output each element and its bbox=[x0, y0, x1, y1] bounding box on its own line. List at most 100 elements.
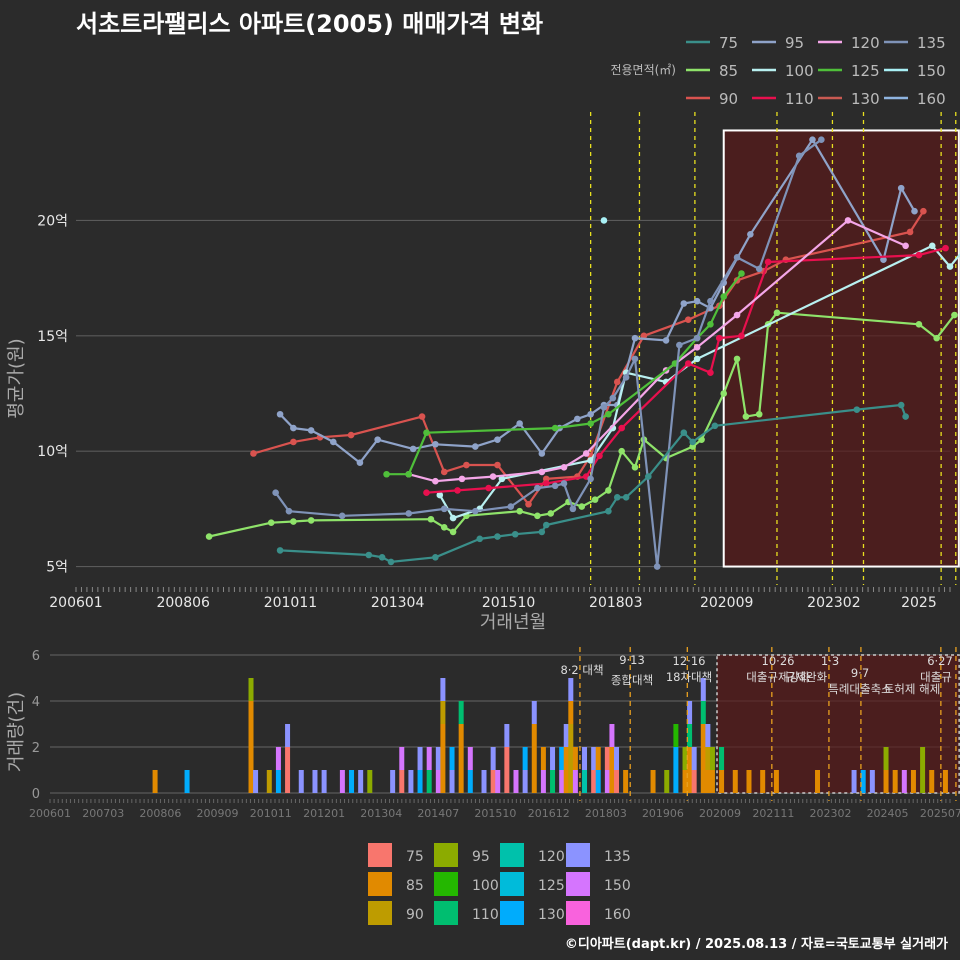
data-point-95 bbox=[494, 436, 501, 443]
data-point-85 bbox=[733, 355, 741, 363]
data-point-135 bbox=[440, 505, 448, 513]
data-point-90 bbox=[440, 468, 448, 476]
volume-bar-135 bbox=[285, 724, 291, 747]
data-point-125 bbox=[423, 429, 430, 437]
data-point-110 bbox=[707, 369, 714, 377]
data-point-135 bbox=[818, 136, 825, 143]
data-point-95 bbox=[290, 424, 297, 432]
volume-bar-130 bbox=[559, 747, 565, 770]
data-point-125 bbox=[707, 320, 714, 328]
data-point-95 bbox=[276, 410, 284, 418]
data-point-100 bbox=[498, 475, 506, 483]
volume-bar-85 bbox=[623, 770, 629, 793]
data-point-95 bbox=[662, 337, 670, 344]
volume-bar-135 bbox=[449, 770, 455, 793]
data-point-75 bbox=[378, 554, 386, 561]
data-point-75 bbox=[276, 547, 284, 554]
data-point-110 bbox=[423, 489, 430, 497]
volume-bar-135 bbox=[522, 770, 528, 793]
volume-bar-135 bbox=[582, 747, 588, 770]
volume-bar-130 bbox=[595, 770, 601, 793]
data-point-135 bbox=[551, 482, 559, 490]
bar-x-tick-label: 200806 bbox=[139, 807, 181, 820]
bar-legend-swatch-95 bbox=[434, 843, 458, 867]
volume-bar-85 bbox=[705, 770, 711, 793]
data-point-75 bbox=[622, 494, 630, 501]
volume-bar-85 bbox=[815, 770, 821, 793]
data-point-125 bbox=[720, 293, 728, 300]
policy-label: 10·26 bbox=[762, 654, 795, 668]
volume-bar-85 bbox=[760, 770, 766, 793]
data-point-85 bbox=[720, 390, 728, 397]
policy-label: 6·27 bbox=[927, 654, 953, 668]
policy-label: 토허제 해제 bbox=[884, 682, 941, 696]
data-point-100 bbox=[928, 242, 936, 250]
data-point-85 bbox=[742, 413, 750, 420]
data-point-135 bbox=[631, 355, 639, 363]
data-point-135 bbox=[795, 152, 803, 160]
data-point-120 bbox=[458, 475, 466, 483]
volume-bar-150 bbox=[540, 770, 546, 793]
volume-bar-85 bbox=[650, 770, 656, 793]
volume-bar-85 bbox=[892, 770, 898, 793]
data-point-85 bbox=[933, 334, 940, 342]
data-point-120 bbox=[844, 217, 852, 224]
volume-bar-150 bbox=[426, 747, 432, 770]
bar-legend-label: 130 bbox=[538, 907, 565, 923]
policy-label: 특례대출축소 bbox=[828, 682, 891, 696]
policy-label: 9·13 bbox=[619, 653, 645, 667]
data-point-110 bbox=[596, 452, 603, 460]
bar-y-tick-label: 0 bbox=[32, 787, 40, 802]
data-point-85 bbox=[755, 410, 763, 418]
bar-x-tick-label: 202009 bbox=[699, 807, 741, 820]
bar-legend-label: 160 bbox=[604, 907, 631, 923]
data-point-120 bbox=[693, 344, 701, 351]
data-point-120 bbox=[560, 464, 568, 471]
volume-bar-85 bbox=[719, 770, 725, 793]
data-point-135 bbox=[587, 475, 594, 483]
data-point-135 bbox=[405, 510, 413, 517]
volume-bar-75 bbox=[490, 770, 496, 793]
legend-label: 150 bbox=[917, 62, 946, 80]
data-point-85 bbox=[307, 517, 315, 524]
volume-bar-130 bbox=[860, 770, 866, 793]
volume-bar-135 bbox=[591, 747, 597, 770]
legend-title: 전용면적(㎡) bbox=[610, 63, 676, 77]
data-point-100 bbox=[946, 263, 954, 270]
data-point-135 bbox=[653, 563, 661, 570]
volume-bar-85 bbox=[152, 770, 158, 793]
data-point-125 bbox=[551, 424, 559, 432]
data-point-135 bbox=[569, 505, 577, 513]
bar-legend-label: 95 bbox=[472, 849, 490, 865]
bar-x-tick-label: 201612 bbox=[528, 807, 570, 820]
data-point-110 bbox=[915, 251, 923, 259]
data-point-95 bbox=[809, 136, 816, 143]
volume-bar-95 bbox=[248, 678, 254, 701]
data-point-135 bbox=[622, 374, 630, 381]
data-point-85 bbox=[689, 443, 696, 450]
x-tick-label: 201011 bbox=[264, 595, 317, 611]
bar-legend-swatch-120 bbox=[500, 843, 524, 867]
legend-label: 135 bbox=[917, 34, 946, 52]
x-tick-label: 201304 bbox=[371, 595, 425, 611]
data-point-110 bbox=[542, 480, 550, 487]
data-point-125 bbox=[587, 420, 594, 427]
data-point-85 bbox=[440, 524, 448, 531]
data-point-100 bbox=[693, 355, 701, 363]
data-point-95 bbox=[330, 438, 337, 446]
bar-x-tick-label: 200703 bbox=[82, 807, 124, 820]
volume-bar-75 bbox=[285, 747, 291, 793]
data-point-135 bbox=[676, 341, 683, 349]
data-point-85 bbox=[605, 487, 612, 494]
data-point-75 bbox=[476, 535, 484, 543]
data-point-75 bbox=[613, 494, 621, 501]
policy-label: 8·2 대책 bbox=[560, 663, 603, 677]
volume-bar-85 bbox=[572, 747, 578, 770]
volume-bar-130 bbox=[184, 770, 190, 793]
volume-bar-95 bbox=[920, 747, 926, 793]
data-point-75 bbox=[680, 429, 688, 437]
legend-label: 85 bbox=[719, 62, 738, 80]
volume-bar-130 bbox=[275, 770, 281, 793]
data-point-100 bbox=[449, 514, 457, 522]
